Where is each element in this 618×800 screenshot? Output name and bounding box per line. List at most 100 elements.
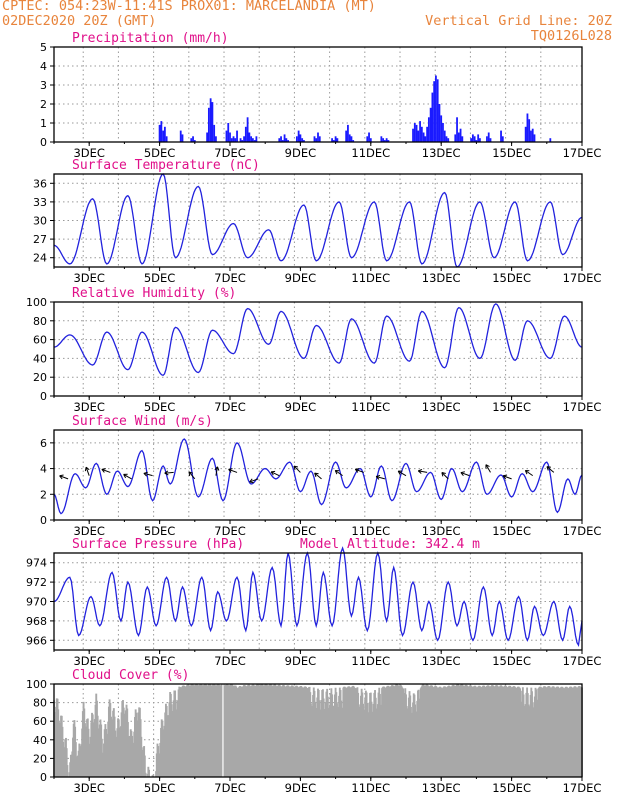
wind-arrow: [334, 470, 343, 477]
x-tick-label: 17DEC: [563, 654, 602, 668]
precip-bar: [524, 126, 527, 142]
precip-bar: [415, 124, 418, 142]
wind-arrow-head: [524, 470, 528, 475]
precip-bar: [387, 140, 390, 142]
precip-bar: [193, 140, 196, 142]
precip-bar: [352, 140, 355, 142]
humidity-title: Relative Humidity (%): [72, 286, 236, 301]
precip-bar: [350, 136, 353, 142]
wind-arrow-head: [355, 468, 360, 470]
precip-bar: [417, 130, 420, 142]
wind-arrow: [460, 472, 470, 477]
wind-frame: [53, 429, 583, 521]
x-tick-label: 17DEC: [563, 524, 602, 538]
cloud-cover-frame: [53, 683, 583, 778]
precip-bar: [227, 123, 230, 142]
cloud-cover-title: Cloud Cover (%): [72, 668, 189, 683]
precip-bar: [479, 138, 481, 142]
x-tick-label: 11DEC: [351, 654, 390, 668]
precip-bar: [436, 79, 439, 142]
wind-arrow-head: [546, 466, 551, 468]
pressure-frame: [53, 552, 583, 651]
precip-bar: [181, 134, 184, 142]
precip-bar: [315, 138, 318, 142]
precip-bar: [470, 138, 473, 142]
precip-bar: [500, 130, 502, 142]
precip-bar: [420, 126, 423, 142]
precip-bar: [295, 136, 298, 142]
wind-arrow: [215, 466, 218, 476]
x-tick-label: 7DEC: [214, 400, 245, 414]
wind-arrow: [546, 466, 555, 473]
precip-bar: [285, 138, 288, 142]
wind-arrow-head: [376, 474, 381, 478]
precip-bar: [317, 132, 319, 142]
y-tick-label: 966: [26, 634, 47, 647]
x-tick-label: 9DEC: [285, 654, 316, 668]
precip-bar: [440, 115, 443, 142]
y-tick-label: 33: [33, 196, 47, 209]
precip-bar: [412, 128, 414, 142]
precip-bar: [243, 136, 245, 142]
wind-arrow: [525, 470, 534, 477]
wind-arrow: [441, 472, 449, 480]
precip-bar: [487, 132, 490, 142]
x-tick-label: 5DEC: [144, 400, 175, 414]
precip-bar: [429, 107, 432, 142]
precip-bar: [239, 138, 242, 142]
precip-bar: [442, 123, 444, 142]
pressure-subtitle: Model Altitude: 342.4 m: [300, 537, 480, 552]
precip-bar: [278, 138, 281, 142]
y-tick-label: 0: [40, 514, 47, 527]
wind-arrow-head: [460, 472, 464, 476]
wind-arrow-head: [354, 469, 359, 473]
humidity-frame: [53, 301, 583, 397]
precip-bar: [528, 119, 531, 142]
wind-arrow: [293, 465, 301, 473]
wind-arrow: [123, 473, 132, 480]
wind-arrow: [143, 472, 153, 477]
precip-bar: [163, 126, 166, 142]
x-tick-label: 5DEC: [144, 654, 175, 668]
wind-arrow: [502, 475, 512, 480]
precip-bar: [248, 132, 251, 142]
precip-bar: [531, 128, 534, 142]
x-tick-label: 15DEC: [492, 654, 531, 668]
wind-arrow: [397, 470, 407, 477]
y-tick-label: 968: [26, 615, 47, 628]
x-tick-label: 9DEC: [285, 524, 316, 538]
precip-bar: [471, 134, 474, 142]
precip-bar: [230, 138, 233, 142]
precip-bar: [473, 136, 476, 142]
precipitation-title: Precipitation (mm/h): [72, 31, 229, 46]
wind-arrow: [59, 475, 69, 480]
pressure-panel: 966 968 970 972 974 3DEC 5DEC 7DEC 9DEC 11DEC 13DE…: [26, 537, 601, 668]
x-tick-label: 9DEC: [285, 271, 316, 285]
y-tick-label: 4: [40, 60, 47, 73]
x-tick-label: 15DEC: [492, 781, 531, 795]
x-tick-label: 17DEC: [563, 781, 602, 795]
precip-bar: [241, 140, 244, 142]
x-tick-label: 3DEC: [73, 146, 104, 160]
precip-bar: [192, 136, 194, 142]
y-tick-label: 1: [40, 117, 47, 130]
wind-arrow-head: [188, 471, 193, 474]
header-date-line: 02DEC2020 20Z (GMT): [2, 13, 157, 29]
precip-bar: [424, 136, 427, 142]
x-tick-label: 13DEC: [422, 271, 461, 285]
wind-arrow: [164, 471, 174, 474]
x-tick-label: 15DEC: [492, 271, 531, 285]
wind-arrow: [228, 468, 238, 473]
precipitation-frame: [53, 46, 583, 143]
y-tick-label: 972: [26, 576, 47, 589]
wind-arrow: [376, 476, 386, 480]
temperature-panel: 24 27 30 33 36 3DEC 5DEC 7DEC 9DEC 11DEC 13DEC 15DE…: [33, 158, 601, 285]
precip-bar: [501, 136, 504, 142]
precip-bar: [380, 136, 383, 142]
x-tick-label: 11DEC: [351, 271, 390, 285]
pressure-line: [53, 546, 583, 648]
header-station-line: CPTEC: 054:23W-11:41S PROX01: MARCELANDI…: [2, 0, 376, 14]
wind-arrow: [85, 467, 90, 476]
x-tick-label: 13DEC: [422, 524, 461, 538]
